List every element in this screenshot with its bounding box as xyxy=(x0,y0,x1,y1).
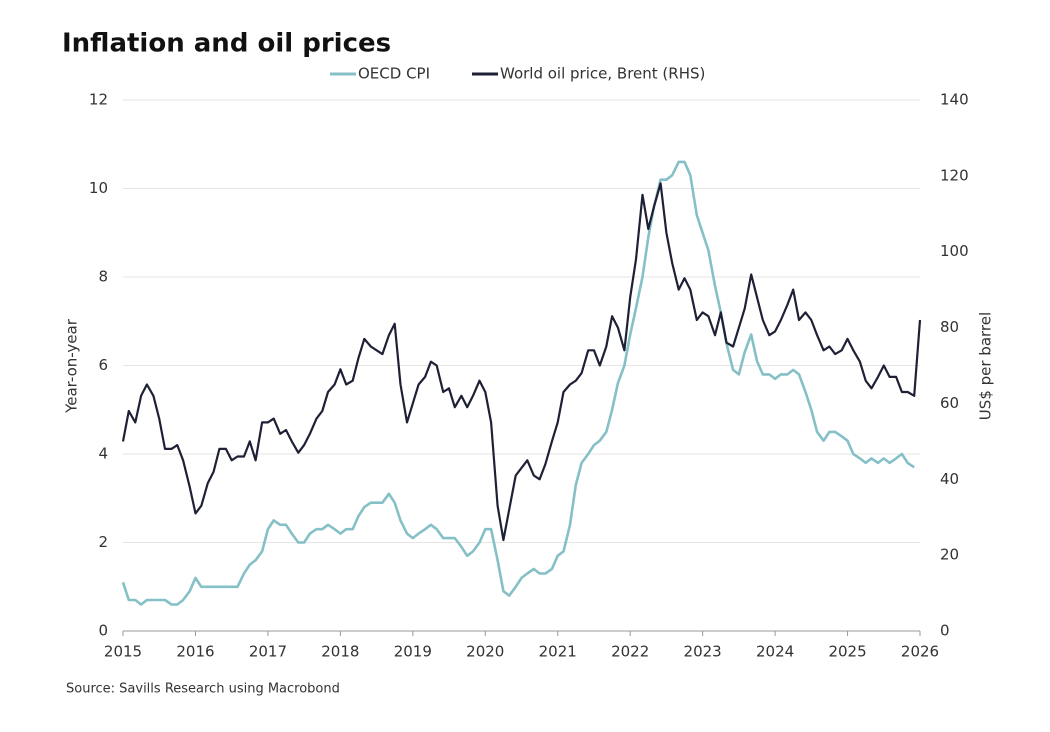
x-tick-label: 2021 xyxy=(539,643,577,661)
y-tick-label: 4 xyxy=(98,445,108,463)
y-axis-label: Year-on-year xyxy=(63,318,81,414)
x-tick-label: 2019 xyxy=(394,643,432,661)
y2-tick-label: 20 xyxy=(940,546,959,564)
y-tick-label: 8 xyxy=(98,268,108,286)
legend-label: World oil price, Brent (RHS) xyxy=(500,65,705,83)
y2-tick-label: 0 xyxy=(940,622,950,640)
y2-tick-label: 40 xyxy=(940,470,959,488)
series-line xyxy=(121,160,915,606)
y-tick-label: 6 xyxy=(98,356,108,374)
x-tick-label: 2016 xyxy=(176,643,214,661)
y2-tick-label: 120 xyxy=(940,166,969,184)
y2-tick-label: 140 xyxy=(940,91,969,109)
x-tick-label: 2026 xyxy=(901,643,939,661)
x-tick-label: 2018 xyxy=(321,643,359,661)
x-tick-label: 2024 xyxy=(756,643,794,661)
y2-tick-label: 60 xyxy=(940,394,959,412)
x-tick-label: 2022 xyxy=(611,643,649,661)
x-tick-label: 2023 xyxy=(684,643,722,661)
y-tick-label: 12 xyxy=(89,91,108,109)
x-tick-label: 2015 xyxy=(104,643,142,661)
chart-title: Inflation and oil prices xyxy=(62,29,391,59)
y-tick-label: 10 xyxy=(89,179,108,197)
x-tick-label: 2017 xyxy=(249,643,287,661)
y-tick-label: 2 xyxy=(98,533,108,551)
y2-axis-label: US$ per barrel xyxy=(977,312,995,420)
y2-tick-label: 80 xyxy=(940,318,959,336)
y2-tick-label: 100 xyxy=(940,242,969,260)
series-line xyxy=(121,182,922,542)
x-tick-label: 2025 xyxy=(828,643,866,661)
legend-label: OECD CPI xyxy=(358,65,430,83)
x-tick-label: 2020 xyxy=(466,643,504,661)
y-tick-label: 0 xyxy=(98,622,108,640)
source: Source: Savills Research using Macrobond xyxy=(66,682,340,697)
